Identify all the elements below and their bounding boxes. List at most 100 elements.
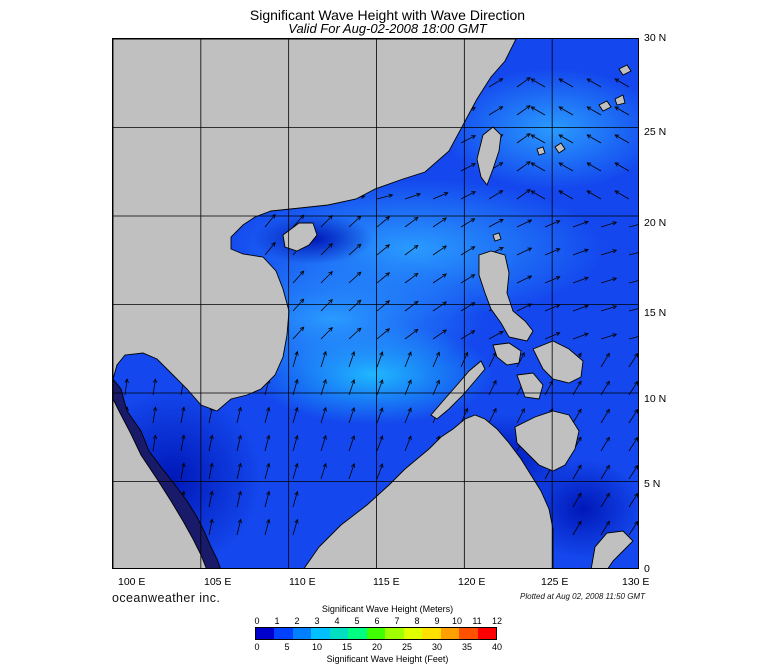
meters-tick-label: 9 — [434, 616, 440, 626]
wave-arrow — [572, 492, 582, 508]
colorbar-feet-title: Significant Wave Height (Feet) — [326, 654, 449, 664]
wave-arrow — [530, 106, 546, 116]
wave-arrow — [376, 435, 384, 452]
wave-arrow — [236, 462, 242, 480]
wave-arrow — [348, 407, 356, 424]
lat-label-5n: 5 N — [644, 478, 661, 490]
wave-arrow — [292, 462, 299, 480]
wave-arrow — [628, 408, 638, 424]
plotted-timestamp: Plotted at Aug 02, 2008 11:50 GMT — [520, 592, 645, 601]
wave-arrow — [628, 280, 638, 284]
wave-arrow — [516, 133, 531, 144]
wave-arrow — [572, 408, 582, 424]
lat-label-20n: 20 N — [644, 217, 667, 229]
wave-arrow — [320, 271, 333, 284]
colorbar-swatch — [403, 628, 423, 639]
wave-arrow — [348, 299, 362, 312]
wave-arrow — [516, 219, 533, 228]
wave-arrow — [348, 435, 356, 452]
wave-arrow — [572, 248, 589, 256]
wave-arrow — [348, 327, 362, 340]
wave-arrow — [236, 434, 242, 452]
feet-tick-label: 25 — [401, 642, 413, 652]
wave-arrow — [180, 406, 186, 424]
wave-arrow — [292, 406, 299, 424]
wave-arrow — [586, 134, 602, 144]
wave-arrow — [558, 162, 574, 172]
meters-tick-label: 6 — [374, 616, 380, 626]
wave-arrow — [530, 190, 546, 200]
wave-arrow — [488, 379, 497, 396]
feet-tick-label: 10 — [311, 642, 323, 652]
wave-arrow — [460, 135, 477, 144]
taiwan-island — [476, 126, 502, 186]
wave-arrow — [558, 190, 574, 200]
colorbar-swatch — [256, 628, 275, 639]
wave-arrow — [376, 407, 384, 424]
lon-label-115e: 115 E — [373, 576, 400, 588]
wave-arrow — [264, 241, 276, 256]
feet-tick-label: 20 — [371, 642, 383, 652]
wave-arrow — [572, 304, 589, 312]
wave-arrow — [404, 300, 419, 312]
wave-arrow — [572, 332, 589, 340]
wave-arrow — [530, 134, 546, 144]
wave-arrow — [320, 406, 327, 424]
wave-arrow — [600, 520, 610, 536]
feet-tick-label: 35 — [461, 642, 473, 652]
wave-arrow — [460, 274, 476, 284]
map-subtitle: Valid For Aug-02-2008 18:00 GMT — [288, 21, 487, 36]
wave-arrow — [208, 490, 214, 508]
wave-arrow — [628, 436, 638, 452]
colorbar-swatch — [311, 628, 330, 639]
wave-arrow — [586, 106, 602, 116]
wave-arrow — [488, 78, 504, 88]
wave-arrow — [460, 246, 476, 256]
wave-arrow — [628, 336, 638, 340]
wave-arrow — [236, 518, 242, 536]
wave-arrow — [572, 220, 589, 228]
wave-arrow — [432, 192, 449, 200]
wave-arrow — [376, 300, 391, 312]
wave-arrow — [600, 305, 618, 312]
wave-arrow — [600, 249, 618, 256]
wave-arrow — [152, 406, 158, 424]
wave-arrow — [628, 352, 638, 368]
colorbar-swatch — [292, 628, 312, 639]
colorbar-swatch — [274, 628, 293, 639]
wave-arrow — [516, 275, 533, 284]
wave-arrow — [320, 327, 333, 340]
map-title: Significant Wave Height with Wave Direct… — [249, 7, 526, 23]
wave-arrow — [614, 162, 630, 172]
meters-tick-label: 5 — [354, 616, 360, 626]
wave-arrow — [180, 434, 186, 452]
meters-tick-label: 0 — [254, 616, 260, 626]
meters-tick-label: 3 — [314, 616, 320, 626]
wave-arrow — [320, 462, 327, 480]
lon-label-100e: 100 E — [118, 576, 146, 588]
mindanao-island — [514, 410, 580, 472]
wave-arrow — [488, 330, 504, 340]
meters-tick-label: 2 — [294, 616, 300, 626]
wave-arrow — [600, 352, 610, 368]
visayas-islands — [492, 342, 522, 366]
wave-arrow — [376, 463, 384, 480]
wave-arrow — [600, 333, 618, 340]
wave-arrow — [516, 189, 531, 200]
wave-arrow — [152, 378, 158, 396]
mainland-asia — [113, 39, 517, 412]
palawan-island — [430, 360, 486, 420]
wave-arrow — [348, 243, 362, 256]
wave-arrow — [516, 247, 533, 256]
wave-height-map — [112, 38, 639, 569]
wave-arrow — [320, 350, 327, 368]
wave-arrow — [404, 435, 412, 452]
lat-label-30n: 30 N — [644, 32, 667, 44]
wave-arrow — [516, 407, 525, 424]
wave-arrow — [236, 490, 242, 508]
land-mass — [113, 39, 634, 568]
wave-arrow — [530, 78, 546, 88]
feet-tick-label: 0 — [254, 642, 260, 652]
meters-tick-label: 11 — [472, 616, 482, 626]
wave-arrow — [628, 252, 638, 256]
